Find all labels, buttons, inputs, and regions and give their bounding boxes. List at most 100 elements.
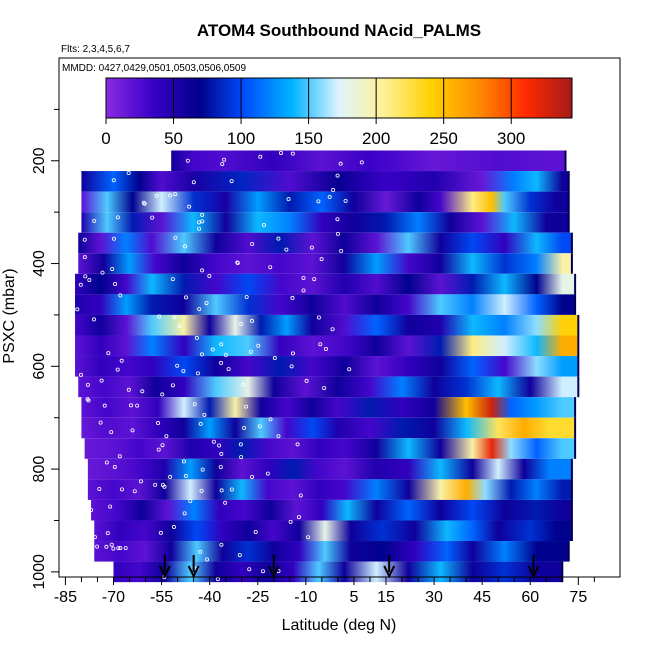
heatmap-band-edge — [564, 150, 567, 172]
sample-marker — [219, 488, 224, 493]
heatmap-band-edge — [567, 191, 570, 213]
sample-marker — [175, 363, 180, 368]
sample-marker — [284, 247, 289, 252]
sample-marker — [339, 248, 344, 253]
sample-marker — [92, 218, 97, 223]
sample-marker — [239, 455, 244, 460]
sample-marker — [135, 403, 140, 408]
sample-marker — [229, 487, 234, 492]
sample-marker — [202, 412, 207, 417]
sample-marker — [116, 546, 121, 551]
sample-marker — [200, 467, 205, 472]
heatmap-band — [81, 191, 569, 213]
sample-marker — [219, 542, 224, 547]
sample-marker — [265, 471, 270, 476]
sample-marker — [272, 356, 277, 361]
sample-marker — [196, 220, 201, 225]
sample-marker — [198, 421, 203, 426]
sample-marker — [102, 403, 107, 408]
sample-marker — [177, 323, 182, 328]
colorbar-tick-label: 100 — [227, 129, 255, 148]
flight-arrow-head — [383, 565, 396, 579]
sample-marker — [82, 255, 87, 260]
sample-marker — [141, 200, 146, 205]
sample-marker — [210, 347, 215, 352]
sample-marker — [191, 180, 196, 185]
sample-marker — [316, 199, 321, 204]
heatmap-band-edge — [577, 314, 580, 336]
sample-marker — [268, 417, 273, 422]
sample-marker — [249, 318, 254, 323]
heatmap-band-edge — [570, 232, 573, 254]
sample-marker — [173, 192, 178, 197]
sample-marker — [87, 278, 92, 283]
sample-marker — [187, 204, 192, 209]
sample-marker — [219, 360, 224, 365]
sample-marker — [327, 195, 332, 200]
x-tick-label: 45 — [473, 589, 491, 606]
y-tick-label: 800 — [31, 456, 48, 483]
sample-marker — [347, 367, 352, 372]
heatmap-band — [81, 397, 576, 418]
heatmap-band — [81, 171, 569, 192]
dates-note: MMDD: 0427,0429,0501,0503,0506,0509 — [62, 63, 246, 74]
y-axis: 200 400 600 800 1000 — [31, 108, 59, 590]
x-tick-label: 15 — [377, 589, 395, 606]
sample-marker — [268, 265, 273, 270]
sample-marker — [241, 382, 246, 387]
sample-marker — [162, 484, 167, 489]
heatmap-band-edge — [570, 520, 573, 542]
sample-marker — [222, 157, 227, 162]
sample-marker — [126, 387, 131, 392]
sample-marker — [170, 383, 175, 388]
sample-marker — [244, 295, 249, 300]
sample-marker — [238, 442, 243, 447]
sample-marker — [319, 257, 324, 262]
sample-marker — [205, 557, 210, 562]
sample-marker — [330, 327, 335, 332]
sample-marker — [83, 274, 88, 279]
plot-frame — [58, 57, 621, 578]
sample-marker — [322, 386, 327, 391]
sample-marker — [211, 439, 216, 444]
sample-marker — [150, 215, 155, 220]
sample-marker — [118, 293, 123, 298]
sample-marker — [82, 237, 87, 242]
sample-marker — [286, 197, 291, 202]
colorbar-tick-label: 0 — [101, 129, 110, 148]
sample-marker — [257, 424, 262, 429]
sample-markers — [75, 150, 364, 582]
sample-marker — [95, 544, 100, 549]
heatmap-band — [75, 335, 579, 357]
sample-marker — [290, 351, 295, 356]
sample-marker — [129, 403, 134, 408]
sample-marker — [207, 274, 212, 279]
x-tick-label: 75 — [569, 589, 587, 606]
x-axis: -85 -70 -55 -40 -25 -10 5 15 30 45 60 75 — [54, 577, 595, 606]
sample-marker — [301, 275, 306, 280]
heatmap-band-edge — [574, 273, 577, 295]
y-tick-label: 1000 — [31, 554, 48, 590]
colorbar-gradient — [105, 77, 573, 119]
y-tick-label: 600 — [31, 353, 48, 380]
sample-marker — [106, 351, 111, 356]
colorbar-ticks: 0 50 100 150 200 250 300 — [101, 78, 525, 148]
sample-marker — [188, 499, 193, 504]
sample-marker — [323, 347, 328, 352]
heatmap-band-edge — [567, 212, 570, 233]
heatmap-band-edge — [574, 397, 577, 418]
sample-marker — [276, 236, 281, 241]
sample-marker — [119, 487, 124, 492]
heatmap-band-edge — [574, 417, 577, 439]
sample-marker — [298, 493, 303, 498]
heatmap-band-edge — [567, 171, 570, 192]
sample-marker — [112, 236, 117, 241]
sample-marker — [301, 288, 306, 293]
sample-marker — [98, 420, 103, 425]
sample-marker — [160, 443, 165, 448]
sample-marker — [183, 295, 188, 300]
sample-marker — [89, 507, 94, 512]
sample-marker — [192, 402, 197, 407]
sample-marker — [154, 193, 159, 198]
sample-marker — [130, 428, 135, 433]
